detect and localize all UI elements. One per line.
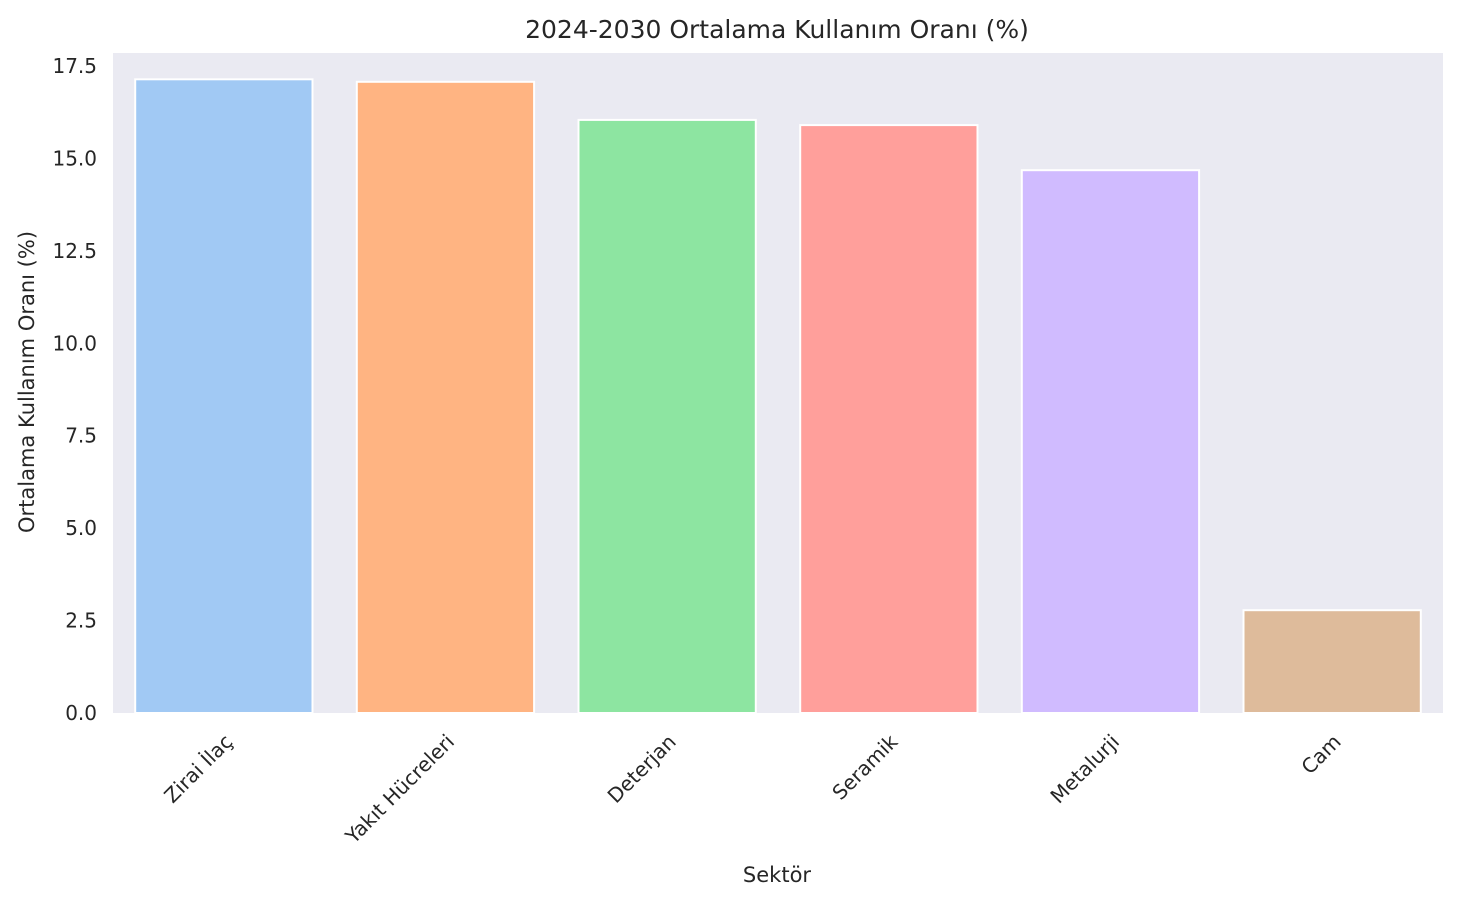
- x-tick-labels: Zirai İlaç Yakıt Hücreleri Deterjan Seramik…: [159, 729, 1345, 848]
- y-tick-label: 17.5: [52, 54, 97, 78]
- y-tick-labels: 0.0 2.5 5.0 7.5 10.0 12.5 15.0 17.5: [52, 54, 97, 725]
- bar: [1242, 609, 1422, 715]
- bar: [799, 124, 979, 715]
- y-axis-label: Ortalama Kullanım Oranı (%): [15, 231, 39, 533]
- x-tick-label: Yakıt Hücreleri: [340, 730, 459, 849]
- x-tick-label: Zirai İlaç: [159, 730, 237, 808]
- y-tick-label: 0.0: [65, 701, 97, 725]
- y-tick-label: 10.0: [52, 331, 97, 355]
- bars-group: [134, 78, 1422, 715]
- y-tick-label: 7.5: [65, 424, 97, 448]
- plot-area: [113, 53, 1443, 713]
- x-axis-label: Sektör: [743, 863, 811, 887]
- x-tick-label: Deterjan: [603, 730, 681, 808]
- y-tick-label: 15.0: [52, 146, 97, 170]
- x-tick-label: Cam: [1296, 730, 1345, 779]
- x-tick-label: Metalurji: [1045, 730, 1124, 809]
- bar: [355, 80, 536, 715]
- bar: [1020, 169, 1201, 714]
- bar: [134, 78, 314, 715]
- chart-title: 2024-2030 Ortalama Kullanım Oranı (%): [525, 15, 1029, 44]
- y-tick-label: 12.5: [52, 239, 97, 263]
- bar: [577, 118, 757, 714]
- y-tick-label: 2.5: [65, 609, 97, 633]
- x-tick-label: Seramik: [827, 729, 902, 804]
- y-tick-label: 5.0: [65, 516, 97, 540]
